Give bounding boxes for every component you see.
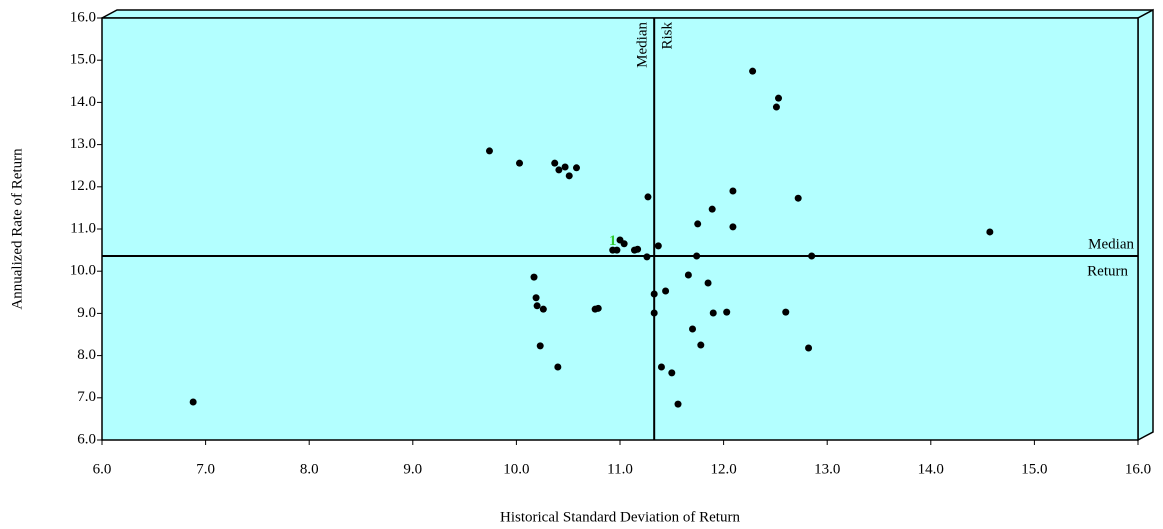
- y-tick-label: 6.0: [77, 431, 96, 447]
- y-tick-label: 12.0: [70, 178, 96, 194]
- point: [572, 164, 580, 172]
- point: [684, 271, 692, 279]
- x-tick-label: 15.0: [1021, 461, 1047, 477]
- point: [749, 67, 757, 75]
- point: [189, 398, 197, 406]
- point: [532, 294, 540, 302]
- point: [709, 309, 717, 317]
- plot-top: [101, 9, 1154, 19]
- annotation: 1: [609, 233, 617, 249]
- point: [654, 242, 662, 250]
- point: [794, 194, 802, 202]
- point: [729, 187, 737, 195]
- x-tick-label: 11.0: [607, 461, 633, 477]
- x-tick-label: 8.0: [300, 461, 319, 477]
- point: [644, 193, 652, 201]
- point: [775, 94, 783, 102]
- x-tick-label: 9.0: [403, 461, 422, 477]
- plot-area: [101, 17, 1139, 441]
- point: [782, 308, 790, 316]
- y-tick-label: 11.0: [70, 220, 96, 236]
- point: [693, 252, 701, 260]
- point: [530, 273, 538, 281]
- point: [551, 159, 559, 167]
- median-return-label: Median: [1088, 236, 1134, 252]
- point: [704, 279, 712, 287]
- point: [729, 223, 737, 231]
- x-tick-label: 10.0: [503, 461, 529, 477]
- point: [772, 103, 780, 111]
- point: [561, 163, 569, 171]
- point: [674, 400, 682, 408]
- point: [620, 240, 628, 248]
- point: [650, 290, 658, 298]
- point: [708, 205, 716, 213]
- point: [723, 308, 731, 316]
- point: [643, 253, 651, 261]
- x-tick-label: 6.0: [93, 461, 112, 477]
- point: [536, 342, 544, 350]
- point: [565, 172, 573, 180]
- point: [697, 341, 705, 349]
- x-tick-label: 16.0: [1125, 461, 1151, 477]
- point: [634, 245, 642, 253]
- y-tick-label: 8.0: [77, 347, 96, 363]
- point: [485, 147, 493, 155]
- point: [539, 305, 547, 313]
- y-tick-label: 15.0: [70, 52, 96, 68]
- median-risk-label: Median: [635, 22, 651, 68]
- y-tick-label: 7.0: [77, 389, 96, 405]
- y-tick-label: 13.0: [70, 136, 96, 152]
- point: [694, 220, 702, 228]
- point: [668, 369, 676, 377]
- point: [689, 325, 697, 333]
- median-risk-label: Risk: [660, 22, 676, 50]
- y-tick-label: 14.0: [70, 94, 96, 110]
- x-axis-label: Historical Standard Deviation of Return: [500, 509, 740, 525]
- point: [662, 287, 670, 295]
- point: [805, 344, 813, 352]
- point: [516, 159, 524, 167]
- point: [657, 363, 665, 371]
- x-tick-label: 7.0: [196, 461, 215, 477]
- point: [613, 246, 621, 254]
- y-tick-label: 9.0: [77, 305, 96, 321]
- y-axis-label: Annualized Rate of Return: [9, 148, 25, 310]
- point: [808, 252, 816, 260]
- plot-side: [1137, 8, 1154, 442]
- point: [555, 166, 563, 174]
- median-return-label: Return: [1087, 263, 1128, 279]
- point: [650, 309, 658, 317]
- y-tick-label: 10.0: [70, 263, 96, 279]
- point: [986, 228, 994, 236]
- point: [554, 363, 562, 371]
- y-tick-label: 16.0: [70, 9, 96, 25]
- x-tick-label: 12.0: [710, 461, 736, 477]
- x-tick-label: 14.0: [918, 461, 944, 477]
- point: [594, 304, 602, 312]
- x-tick-label: 13.0: [814, 461, 840, 477]
- point: [533, 302, 541, 310]
